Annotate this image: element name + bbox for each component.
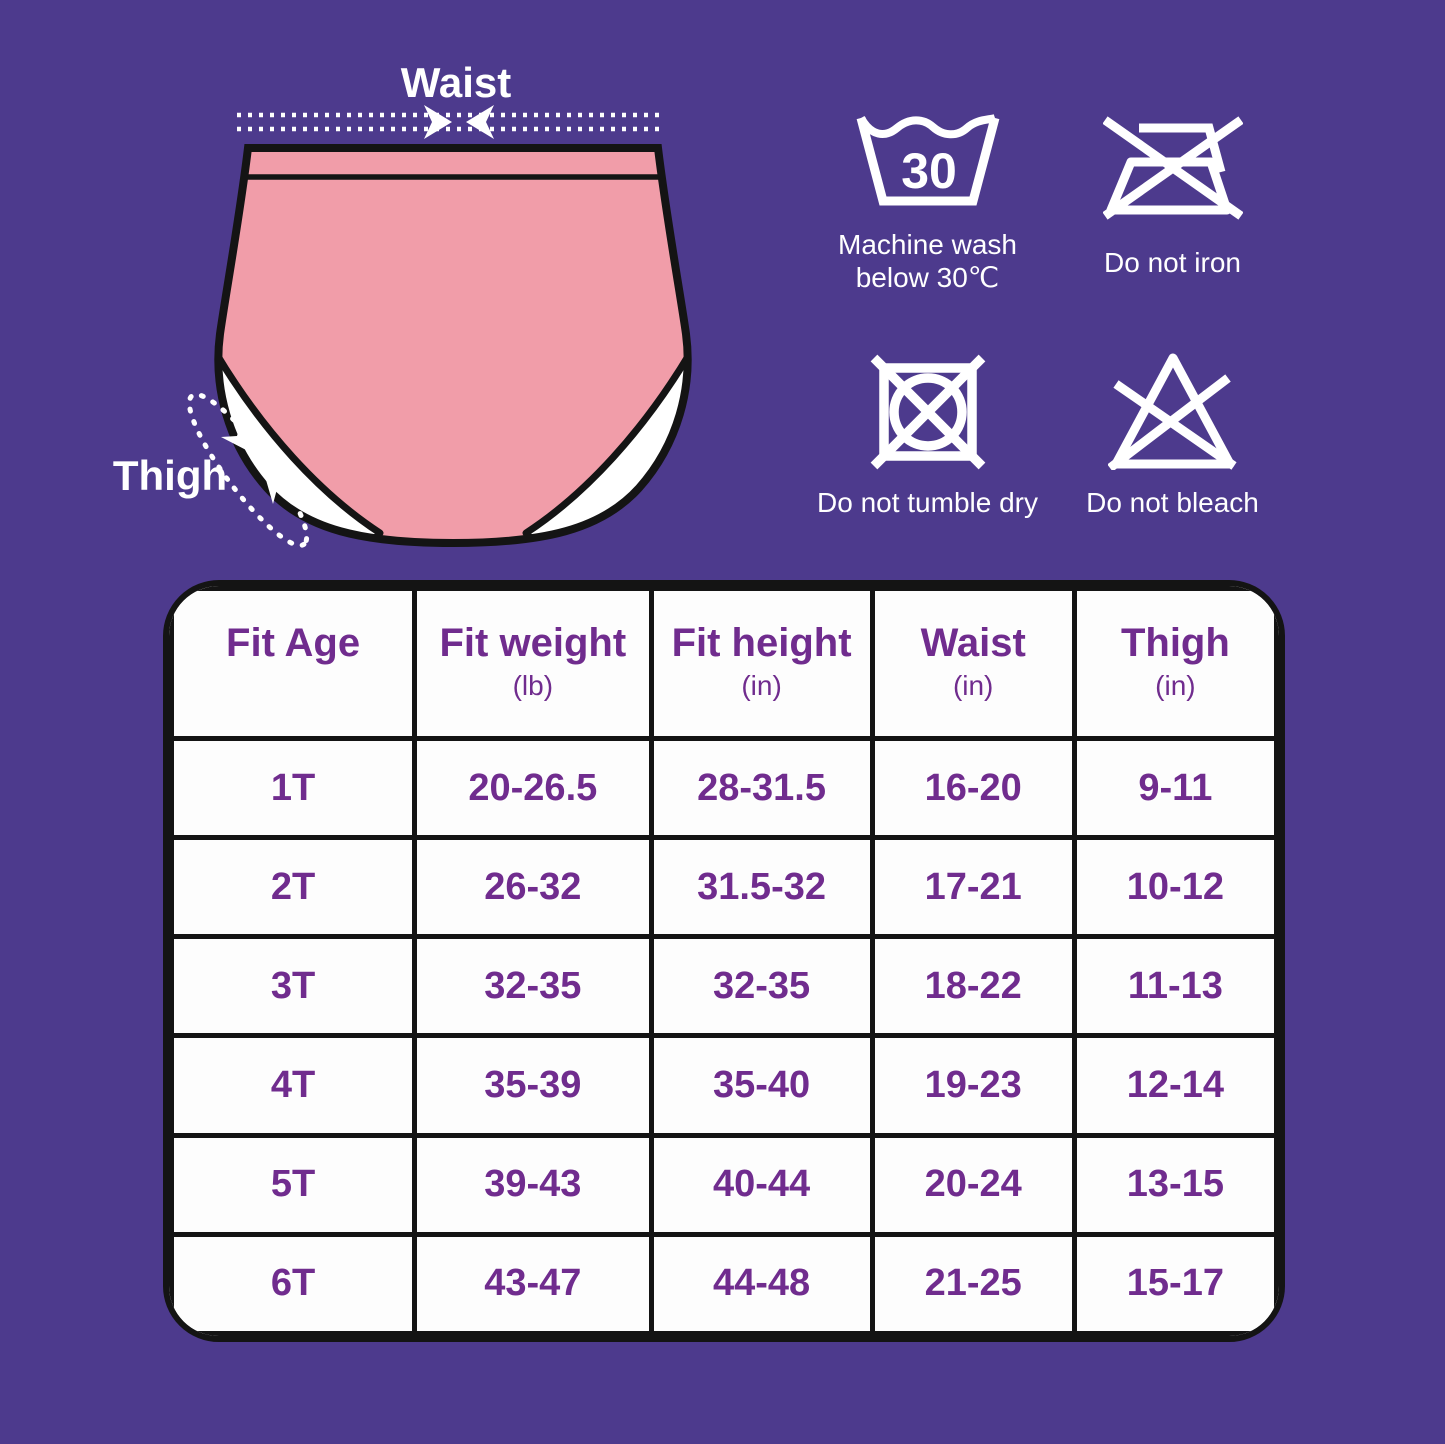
- table-cell: 21-25: [869, 1231, 1077, 1336]
- table-cell: 9-11: [1071, 735, 1279, 841]
- care-item-do-not-tumble-dry: Do not tumble dry: [810, 352, 1045, 519]
- care-item-do-not-iron: Do not iron: [1055, 112, 1290, 279]
- table-cell: 40-44: [648, 1132, 875, 1237]
- table-row: 3T 32-35 32-35 18-22 11-13: [169, 934, 1279, 1039]
- table-cell: 44-48: [648, 1231, 875, 1336]
- table-cell: 1T: [169, 735, 418, 841]
- table-cell: 5T: [169, 1132, 418, 1237]
- table-cell: 32-35: [412, 934, 654, 1039]
- table-row: 1T 20-26.5 28-31.5 16-20 9-11: [169, 735, 1279, 841]
- col-header-waist: Waist (in): [869, 586, 1077, 741]
- do-not-tumble-dry-icon: [870, 354, 985, 470]
- machine-wash-30-icon: 30: [856, 114, 999, 206]
- table-cell: 20-26.5: [412, 735, 654, 841]
- size-chart-table: Fit Age Fit weight (lb) Fit height (in) …: [163, 580, 1285, 1342]
- do-not-bleach-icon: [1107, 353, 1237, 470]
- care-label-do-not-iron: Do not iron: [1104, 247, 1241, 278]
- care-label-machine-wash: Machine wash below 30℃: [838, 229, 1017, 293]
- col-header-fit-weight: Fit weight (lb): [412, 586, 654, 741]
- waist-label: Waist: [401, 59, 511, 106]
- table-cell: 10-12: [1071, 835, 1279, 940]
- col-header-fit-height: Fit height (in): [648, 586, 875, 741]
- table-cell: 16-20: [869, 735, 1077, 841]
- table-cell: 31.5-32: [648, 835, 875, 940]
- table-cell: 32-35: [648, 934, 875, 1039]
- care-item-machine-wash: 30 Machine wash below 30℃: [810, 112, 1045, 294]
- table-cell: 11-13: [1071, 934, 1279, 1039]
- col-header-thigh: Thigh (in): [1071, 586, 1279, 741]
- table-cell: 13-15: [1071, 1132, 1279, 1237]
- table-cell: 20-24: [869, 1132, 1077, 1237]
- do-not-iron-icon: [1102, 116, 1243, 220]
- table-cell: 39-43: [412, 1132, 654, 1237]
- table-cell: 6T: [169, 1231, 418, 1336]
- table-header-row: Fit Age Fit weight (lb) Fit height (in) …: [169, 586, 1279, 741]
- wash-temp-label: 30: [901, 143, 957, 199]
- table-cell: 18-22: [869, 934, 1077, 1039]
- table-cell: 2T: [169, 835, 418, 940]
- table-cell: 12-14: [1071, 1033, 1279, 1138]
- table-row: 6T 43-47 44-48 21-25 15-17: [169, 1231, 1279, 1336]
- thigh-label: Thigh: [113, 452, 227, 499]
- care-item-do-not-bleach: Do not bleach: [1055, 352, 1290, 519]
- table-cell: 43-47: [412, 1231, 654, 1336]
- table-row: 4T 35-39 35-40 19-23 12-14: [169, 1033, 1279, 1138]
- table-cell: 19-23: [869, 1033, 1077, 1138]
- table-row: 2T 26-32 31.5-32 17-21 10-12: [169, 835, 1279, 940]
- training-pants-illustration: Waist Thigh: [113, 59, 692, 548]
- care-label-do-not-bleach: Do not bleach: [1086, 487, 1259, 518]
- table-cell: 17-21: [869, 835, 1077, 940]
- table-cell: 3T: [169, 934, 418, 1039]
- table-cell: 28-31.5: [648, 735, 875, 841]
- care-label-do-not-tumble-dry: Do not tumble dry: [817, 487, 1038, 518]
- table-cell: 35-40: [648, 1033, 875, 1138]
- table-cell: 15-17: [1071, 1231, 1279, 1336]
- waist-measure-arrows: [237, 105, 662, 139]
- thigh-measure-arrows: [186, 392, 310, 548]
- table-cell: 4T: [169, 1033, 418, 1138]
- table-row: 5T 39-43 40-44 20-24 13-15: [169, 1132, 1279, 1237]
- col-header-fit-age: Fit Age: [169, 586, 418, 741]
- table-cell: 35-39: [412, 1033, 654, 1138]
- table-cell: 26-32: [412, 835, 654, 940]
